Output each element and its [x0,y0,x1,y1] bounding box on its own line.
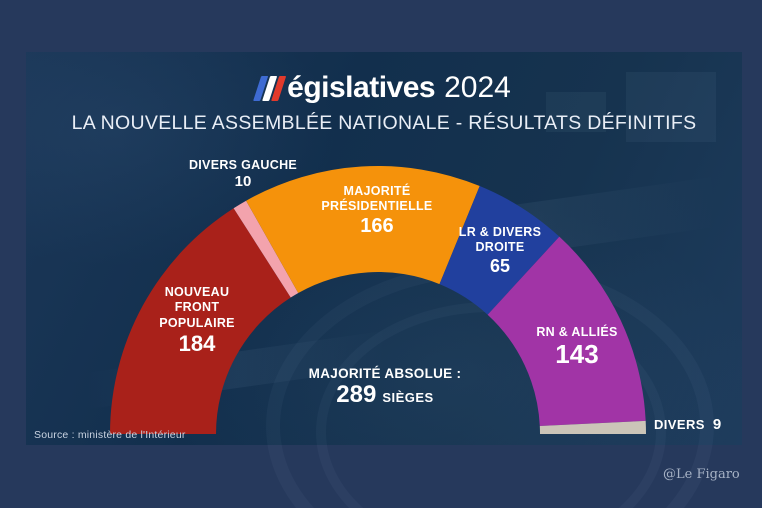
segment-label-nouveau-front-populaire: NOUVEAU FRONT POPULAIRE 184 [159,285,235,356]
source-note: Source : ministère de l'Intérieur [34,429,186,441]
seat-count: 10 [234,173,252,191]
background-photo-block [546,92,606,132]
majority-seats-unit: SIÈGES [382,390,434,405]
logo-brand-text: égislatives [287,71,436,104]
segment-label-rn-allies: RN & ALLIÉS 143 [536,325,618,370]
segment-label-divers: DIVERS 9 [654,416,722,433]
seat-count: 143 [555,339,599,370]
french-tricolor-logo-icon [253,75,287,101]
logo-year: 2024 [444,71,511,104]
seat-count: 65 [489,255,511,276]
background-photo-block [626,72,716,142]
segment-label-majorite-presidentielle: MAJORITÉ PRÉSIDENTIELLE 166 [321,184,433,237]
segment-label-lr-divers-droite: LR & DIVERS DROITE 65 [458,225,542,276]
majority-seats-value: 289 [336,381,377,408]
absolute-majority-label: MAJORITÉ ABSOLUE : 289 SIÈGES [308,366,462,408]
seat-count: 184 [178,330,216,356]
legislatives-2024-logo: égislatives 2024 [253,71,511,105]
lefigaro-credit: @Le Figaro [663,467,740,482]
seat-count: 9 [712,416,722,433]
page-title: LA NOUVELLE ASSEMBLÉE NATIONALE - RÉSULT… [71,112,697,134]
segment-label-divers-gauche: DIVERS GAUCHE 10 [188,158,298,191]
seat-count: 166 [360,214,394,237]
